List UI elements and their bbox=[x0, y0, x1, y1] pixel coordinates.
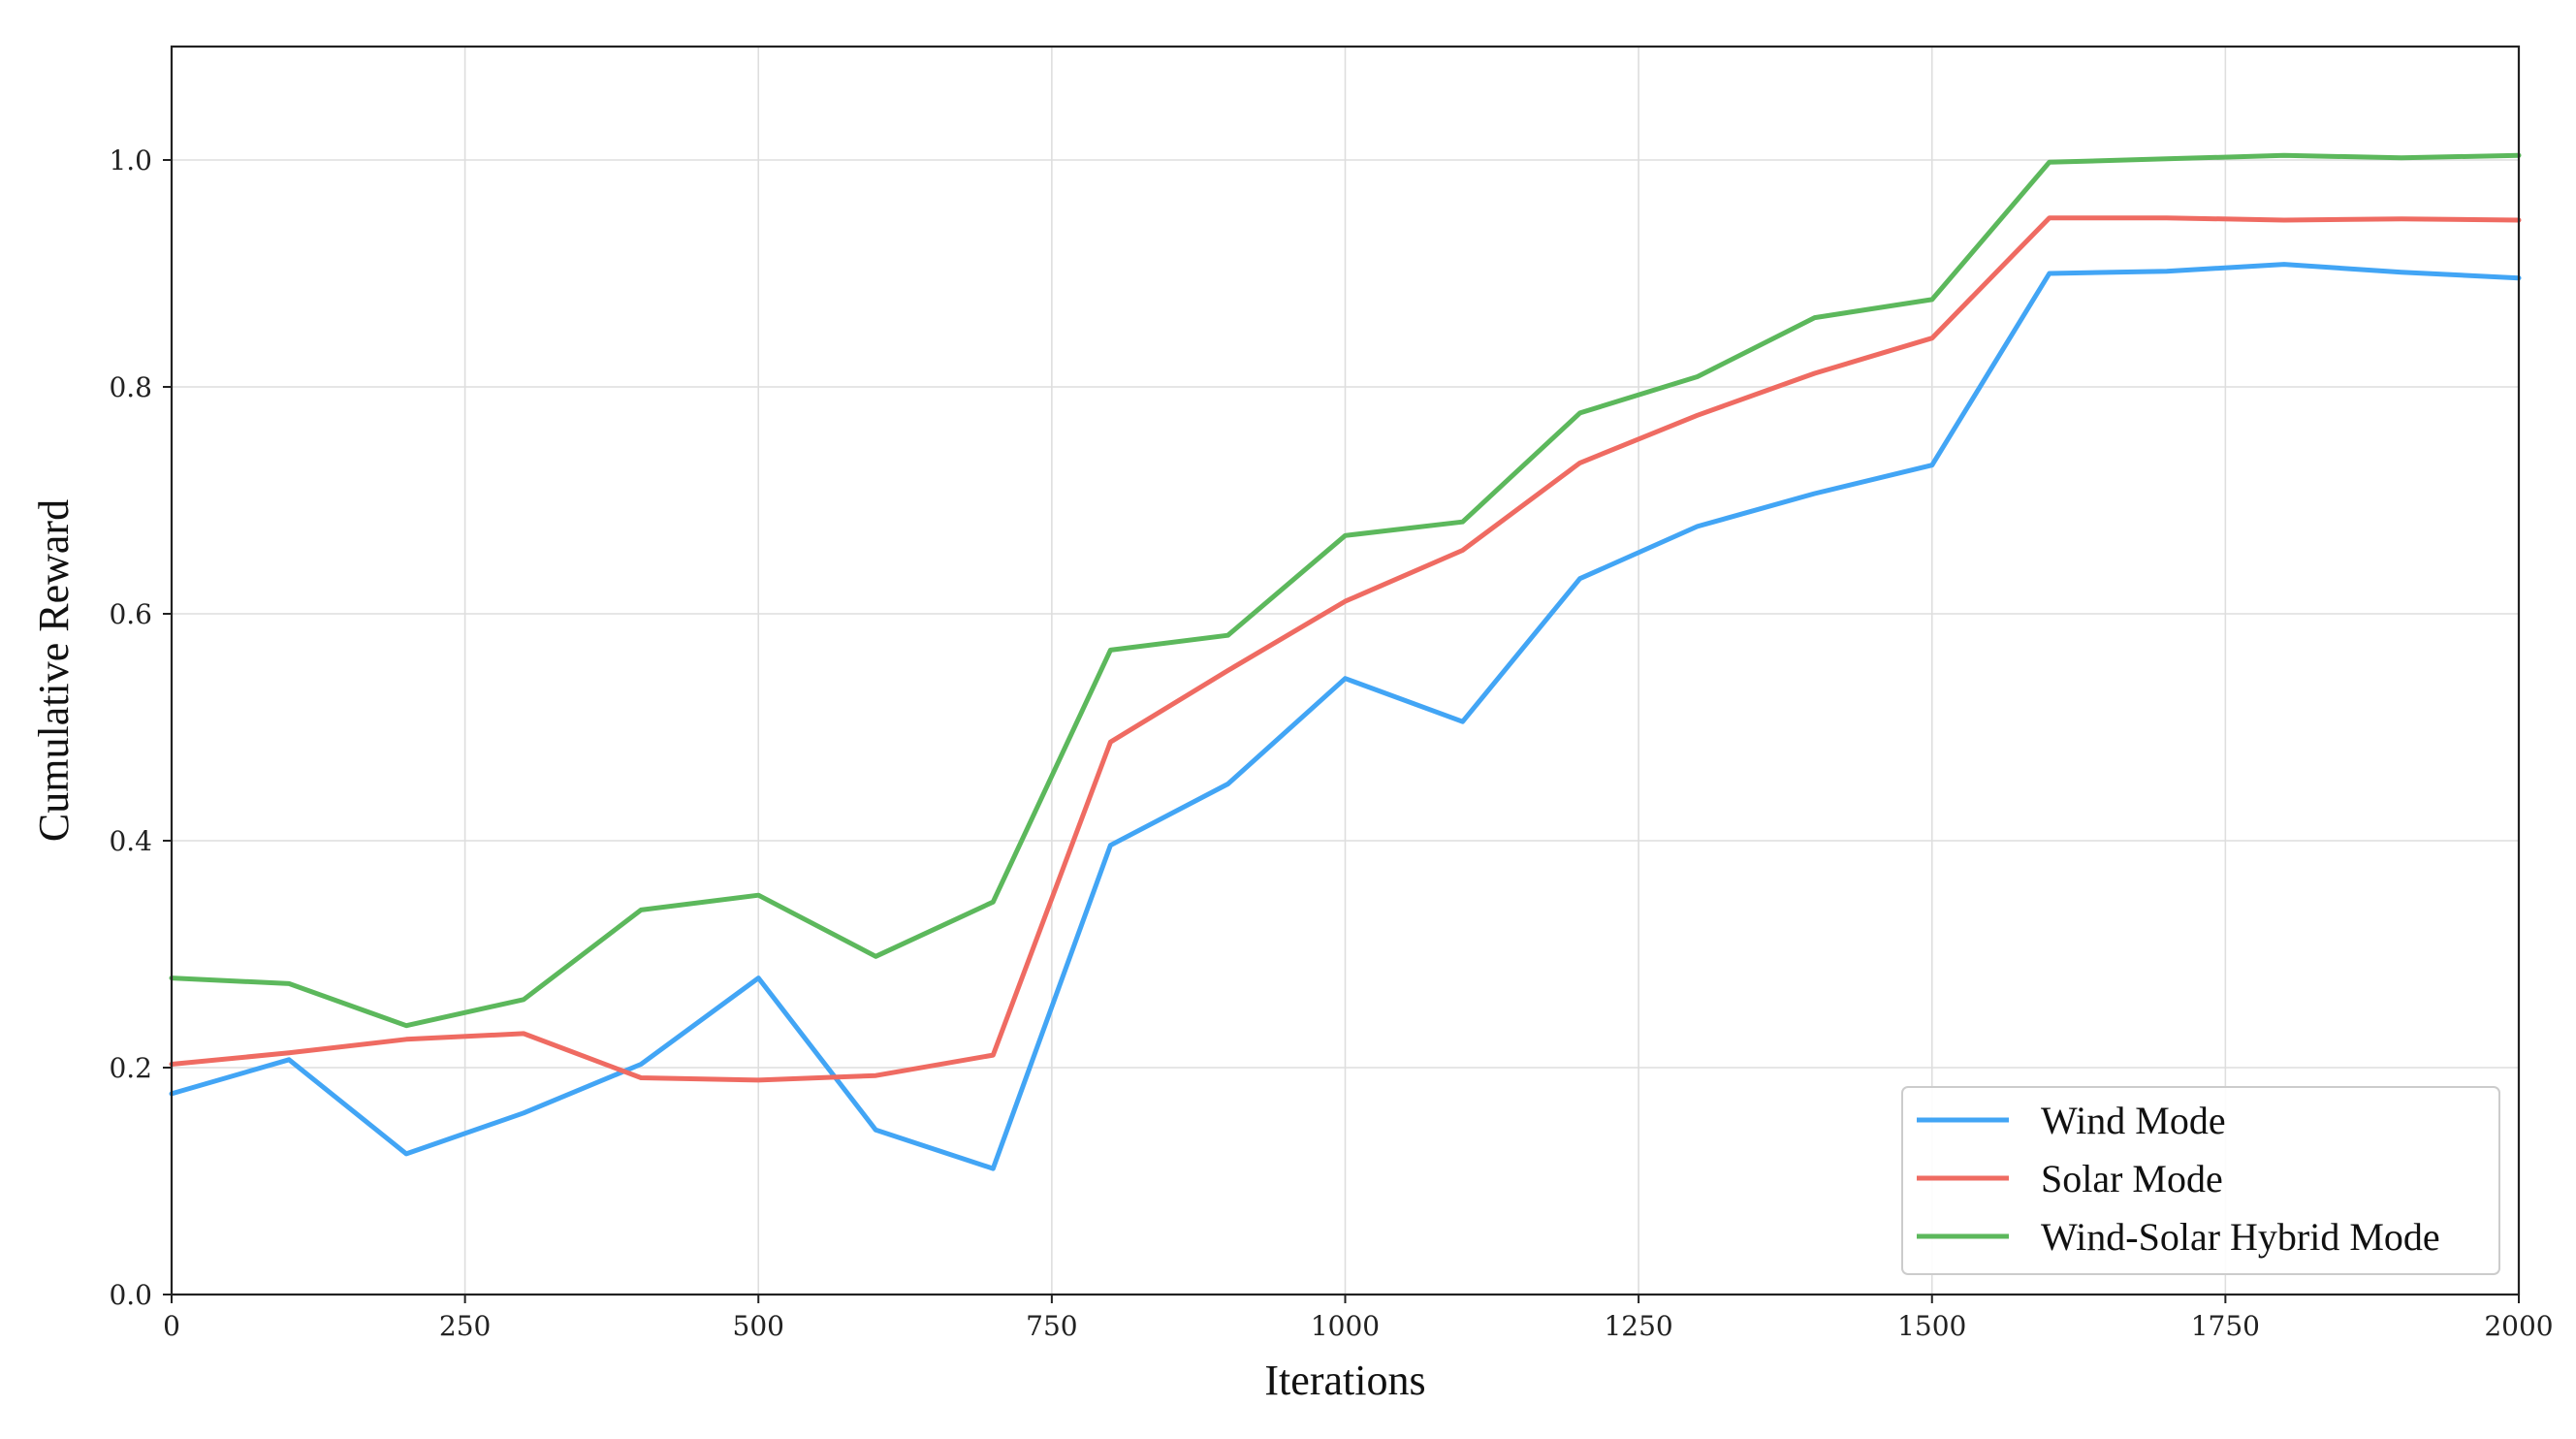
y-tick-label: 0.4 bbox=[109, 825, 152, 857]
y-axis-ticks: 0.0 0.2 0.4 0.6 0.8 1.0 bbox=[109, 144, 172, 1311]
y-tick-label: 0.6 bbox=[109, 598, 152, 630]
x-tick-label: 1250 bbox=[1604, 1310, 1672, 1342]
x-axis-ticks: 0 250 500 750 1000 1250 1500 1750 2000 bbox=[163, 1295, 2554, 1342]
legend-label: Wind Mode bbox=[2041, 1099, 2226, 1142]
legend-label: Solar Mode bbox=[2041, 1157, 2223, 1200]
x-tick-label: 0 bbox=[163, 1310, 180, 1342]
x-tick-label: 2000 bbox=[2484, 1310, 2553, 1342]
y-tick-label: 0.0 bbox=[109, 1279, 152, 1311]
x-tick-label: 750 bbox=[1026, 1310, 1077, 1342]
y-tick-label: 0.2 bbox=[109, 1052, 152, 1084]
x-axis-title: Iterations bbox=[1264, 1357, 1425, 1404]
x-tick-label: 500 bbox=[733, 1310, 784, 1342]
x-tick-label: 250 bbox=[439, 1310, 491, 1342]
x-tick-label: 1750 bbox=[2191, 1310, 2260, 1342]
series-line-2 bbox=[169, 215, 2522, 1083]
series-lines bbox=[169, 152, 2522, 1171]
legend-box bbox=[1901, 1086, 2500, 1275]
legend: Wind Mode Solar Mode Wind-Solar Hybrid Mod… bbox=[1901, 1086, 2500, 1275]
legend-label: Wind-Solar Hybrid Mode bbox=[2041, 1215, 2440, 1259]
y-tick-label: 1.0 bbox=[109, 144, 152, 176]
y-axis-title: Cumulative Reward bbox=[30, 499, 78, 842]
y-tick-label: 0.8 bbox=[109, 371, 152, 403]
series-line-1 bbox=[169, 262, 2522, 1171]
x-tick-label: 1500 bbox=[1897, 1310, 1966, 1342]
x-tick-label: 1000 bbox=[1311, 1310, 1380, 1342]
series-line-3 bbox=[169, 152, 2522, 1029]
